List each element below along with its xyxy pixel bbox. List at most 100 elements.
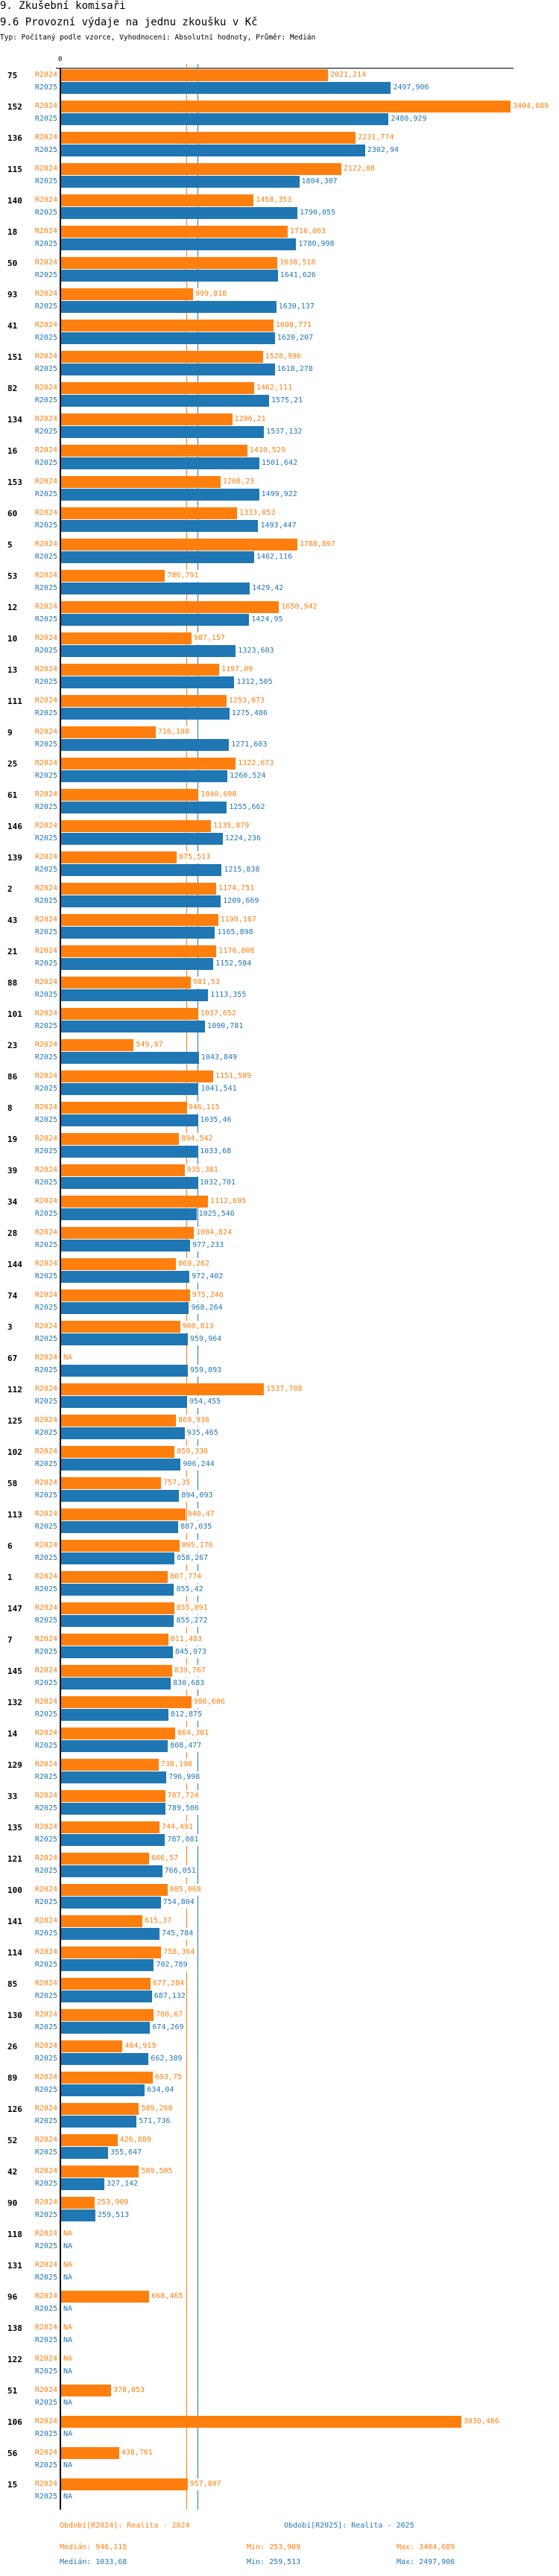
bar-r2024 — [61, 789, 199, 801]
series-label-r2024: R2024 — [34, 1166, 57, 1174]
bar-group: 113 R2024 940,47 R2025 887,035 — [0, 1508, 559, 1539]
series-label-r2024: R2024 — [34, 790, 57, 799]
bar-r2024 — [61, 945, 217, 957]
value-label-r2024: 668,465 — [151, 2291, 184, 2303]
series-label-r2024: R2024 — [34, 1823, 57, 1831]
value-label-r2025: 687,132 — [153, 1990, 186, 2002]
bar-group: 140 R2024 1458,353 R2025 1790,055 — [0, 194, 559, 225]
series-label-r2025: R2025 — [34, 2055, 57, 2063]
series-label-r2025: R2025 — [34, 1961, 57, 1969]
series-label-r2024: R2024 — [34, 1541, 57, 1549]
value-label-r2025: NA — [63, 2491, 74, 2503]
series-label-r2025: R2025 — [34, 396, 57, 405]
value-label-r2024: NA — [63, 2322, 74, 2334]
bar-group: 126 R2024 589,268 R2025 571,736 — [0, 2102, 559, 2134]
bar-r2024 — [61, 1571, 168, 1583]
value-label-r2024: 1174,751 — [218, 883, 256, 895]
series-label-r2025: R2025 — [34, 928, 57, 936]
bar-group: 139 R2024 875,513 R2025 1215,838 — [0, 851, 559, 882]
value-label-r2025: 954,455 — [189, 1396, 222, 1408]
bar-r2025 — [61, 457, 259, 469]
value-label-r2025: 959,893 — [189, 1365, 223, 1377]
value-label-r2025: 977,233 — [192, 1240, 225, 1251]
bar-r2024 — [61, 2478, 188, 2490]
bar-group: 152 R2024 3404,689 R2025 2480,929 — [0, 100, 559, 131]
bar-r2025 — [61, 332, 275, 344]
bar-r2024 — [61, 2197, 95, 2209]
group-label: 58 — [7, 1479, 18, 1488]
group-label: 86 — [7, 1072, 18, 1082]
bar-r2024 — [61, 2134, 118, 2146]
series-label-r2025: R2025 — [34, 2305, 57, 2313]
bar-r2024 — [61, 69, 328, 81]
series-label-r2024: R2024 — [34, 2073, 57, 2081]
group-label: 67 — [7, 1354, 18, 1363]
bar-r2024 — [61, 413, 233, 425]
series-label-r2025: R2025 — [34, 1366, 57, 1374]
bar-r2024 — [61, 1884, 168, 1896]
bar-r2024 — [61, 1196, 209, 1208]
value-label-r2025: 1224,236 — [224, 833, 262, 845]
value-label-r2024: NA — [63, 2259, 74, 2271]
bar-r2024 — [61, 1383, 265, 1395]
group-label: 93 — [7, 290, 18, 299]
bar-group: 101 R2024 1037,652 R2025 1090,781 — [0, 1007, 559, 1038]
series-label-r2025: R2025 — [34, 209, 57, 217]
group-label: 19 — [7, 1135, 18, 1144]
value-label-r2024: 855,891 — [175, 1602, 209, 1614]
group-label: 146 — [7, 822, 22, 831]
series-label-r2025: R2025 — [34, 1429, 57, 1437]
bar-r2024 — [61, 2416, 461, 2428]
chart-title: 9.6 Provozní výdaje na jednu zkoušku v K… — [0, 16, 258, 28]
group-label: 101 — [7, 1009, 22, 1019]
value-label-r2025: 1025,546 — [198, 1208, 236, 1220]
series-label-r2025: R2025 — [34, 1085, 57, 1093]
series-label-r2024: R2024 — [34, 1760, 57, 1768]
series-label-r2025: R2025 — [34, 2336, 57, 2344]
series-label-r2024: R2024 — [34, 1072, 57, 1080]
value-label-r2025: 1215,838 — [223, 864, 261, 876]
group-label: 102 — [7, 1447, 22, 1457]
bar-r2024 — [61, 883, 217, 895]
series-label-r2025: R2025 — [34, 2274, 57, 2282]
bar-r2025 — [61, 1865, 162, 1877]
group-label: 16 — [7, 446, 18, 456]
bar-r2025 — [61, 1771, 167, 1783]
bar-r2025 — [61, 301, 277, 313]
series-label-r2025: R2025 — [34, 1648, 57, 1656]
value-label-r2024: 807,774 — [169, 1571, 203, 1583]
value-label-r2024: 1650,942 — [280, 601, 318, 613]
series-label-r2025: R2025 — [34, 177, 57, 185]
bar-r2024 — [61, 2447, 119, 2459]
bar-group: 134 R2024 1296,21 R2025 1537,132 — [0, 413, 559, 444]
value-label-r2024: 3404,689 — [511, 101, 550, 112]
group-label: 53 — [7, 571, 18, 581]
value-label-r2025: 894,093 — [180, 1490, 214, 1502]
value-label-r2024: 1528,996 — [264, 351, 302, 363]
bar-r2024 — [61, 2103, 139, 2115]
group-label: 50 — [7, 258, 18, 268]
group-label: 121 — [7, 1854, 22, 1864]
group-label: 7 — [7, 1635, 13, 1645]
series-label-r2025: R2025 — [34, 2023, 57, 2031]
series-label-r2025: R2025 — [34, 584, 57, 592]
value-label-r2025: 1323,603 — [237, 645, 275, 657]
bar-group: 115 R2024 2122,08 R2025 1804,307 — [0, 162, 559, 194]
value-label-r2025: 1209,669 — [222, 895, 260, 907]
bar-group: 118 R2024 NA R2025 NA — [0, 2227, 559, 2259]
value-label-r2024: 1040,698 — [200, 789, 238, 801]
series-label-r2025: R2025 — [34, 1710, 57, 1719]
bar-r2025 — [61, 645, 236, 657]
bar-r2025 — [61, 520, 259, 532]
value-label-r2024: 758,364 — [162, 1947, 196, 1958]
group-label: 26 — [7, 2042, 18, 2052]
series-label-r2025: R2025 — [34, 1992, 57, 2000]
value-label-r2024: 589,505 — [140, 2166, 174, 2177]
bar-r2025 — [61, 1459, 181, 1471]
series-label-r2024: R2024 — [34, 1103, 57, 1111]
bar-group: 56 R2024 438,761 R2025 NA — [0, 2446, 559, 2478]
value-label-r2025: 766,051 — [163, 1865, 197, 1877]
bar-group: 12 R2024 1650,942 R2025 1424,95 — [0, 600, 559, 632]
bar-r2025 — [61, 395, 269, 407]
series-label-r2024: R2024 — [34, 1385, 57, 1393]
